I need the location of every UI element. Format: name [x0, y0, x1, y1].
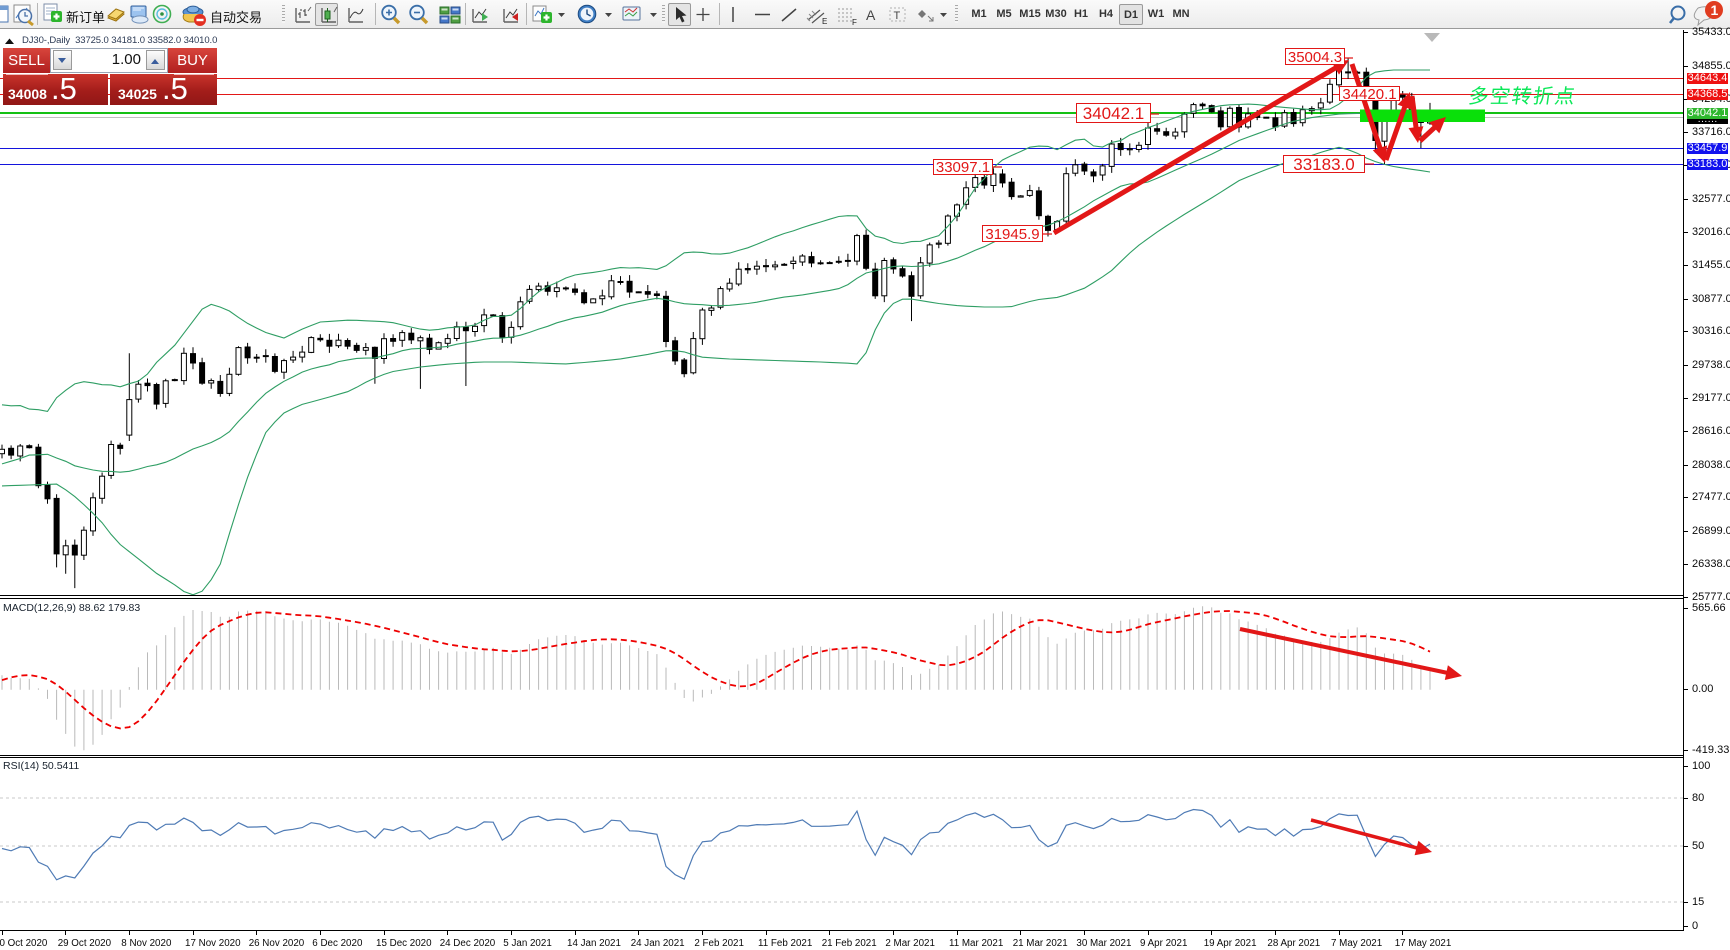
svg-text:E: E — [822, 17, 827, 26]
svg-text:T: T — [894, 10, 901, 22]
svg-text:1: 1 — [1711, 2, 1719, 18]
svg-text:F: F — [852, 18, 857, 27]
svg-text:A: A — [866, 7, 876, 23]
